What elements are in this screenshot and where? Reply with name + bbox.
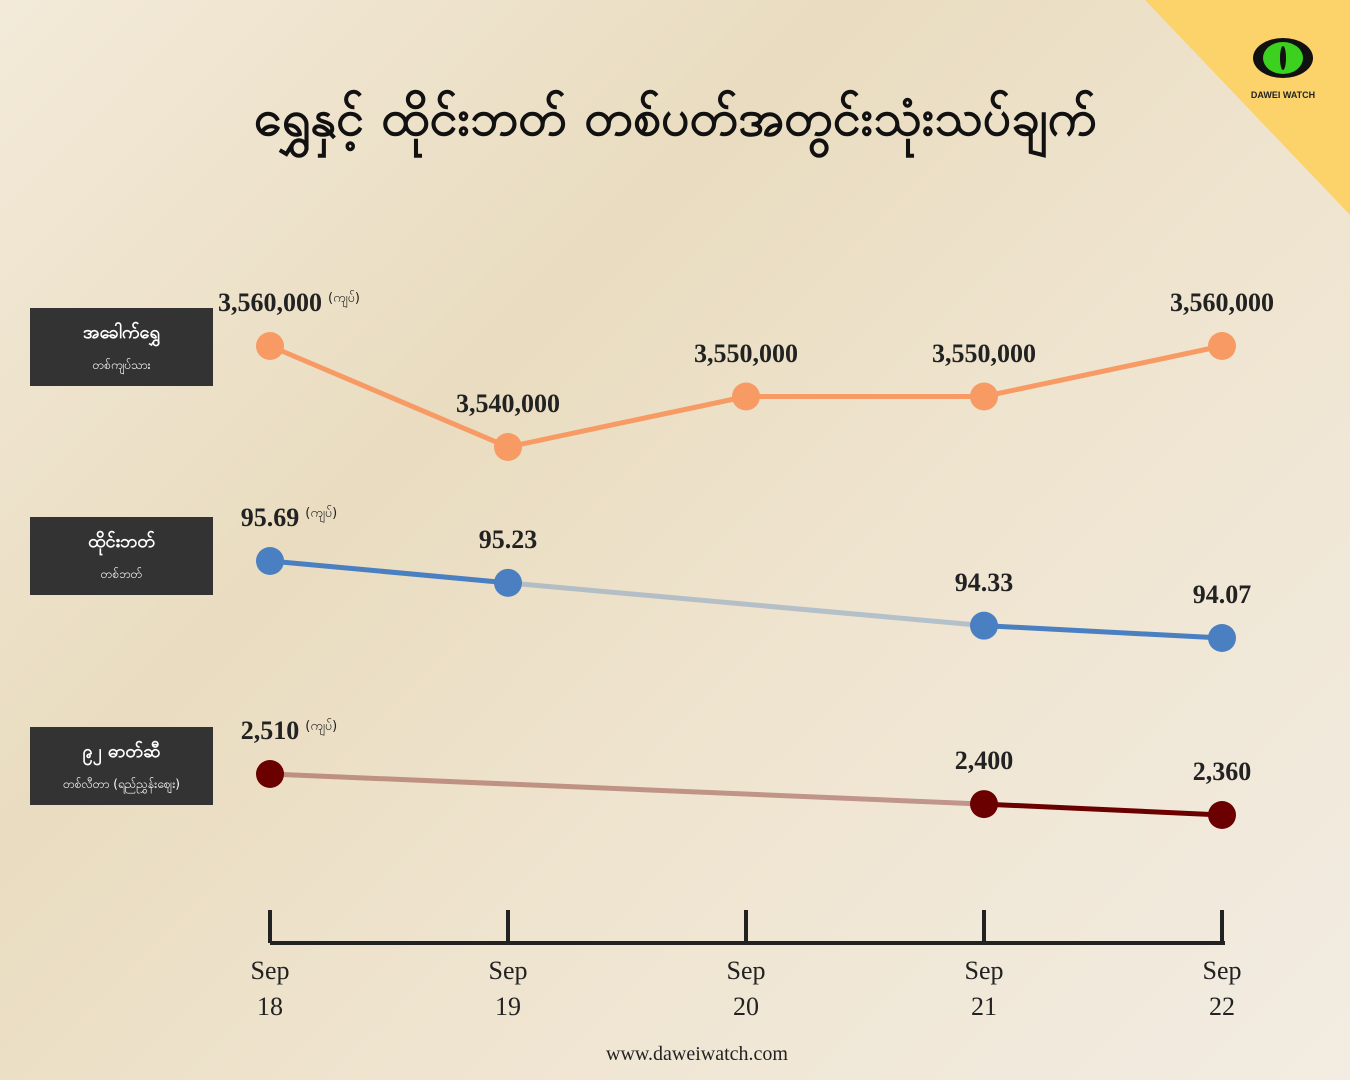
unit-label: (ကျပ်) xyxy=(328,291,360,306)
x-tick-label: Sep 18 xyxy=(250,956,290,1021)
data-point xyxy=(256,760,284,788)
data-point xyxy=(970,611,998,640)
corner xyxy=(1145,0,1350,215)
value-label: 3,550,000 xyxy=(932,338,1036,368)
series-subtitle: တစ်လီတာ (ရည်ညွှန်းဈေး) xyxy=(63,777,180,791)
logo-pupil xyxy=(1280,46,1286,70)
series-label: ထိုင်းဘတ်တစ်ဘတ် xyxy=(30,517,213,595)
value-label: 3,550,000 xyxy=(694,338,798,368)
data-point xyxy=(1208,801,1236,829)
gap-connector xyxy=(269,771,985,807)
data-point xyxy=(970,790,998,819)
data-point xyxy=(494,433,522,461)
value-label: 2,510 xyxy=(240,716,300,745)
x-tick-label: Sep 20 xyxy=(726,956,766,1021)
series-name: ထိုင်းဘတ် xyxy=(88,531,155,552)
series-subtitle: တစ်ကျပ်သား xyxy=(92,358,151,372)
data-point xyxy=(1208,332,1236,360)
series-line xyxy=(269,558,509,586)
logo-text: DAWEI WATCH xyxy=(1251,90,1315,100)
value-label: 2,360 xyxy=(1192,757,1252,786)
value-label: 3,560,000 xyxy=(218,288,322,317)
chart-title: ရွှေနှင့် ထိုင်းဘတ် တစ်ပတ်အတွင်းသုံးသပ်ခ… xyxy=(254,88,1097,159)
series-label: ၉၂ ဓာတ်ဆီတစ်လီတာ (ရည်ညွှန်းဈေး) xyxy=(30,727,213,805)
value-label: 94.33 xyxy=(954,567,1014,597)
series-label: အခေါက်ရွှေတစ်ကျပ်သား xyxy=(30,308,213,386)
x-tick-label: Sep 19 xyxy=(488,956,528,1021)
data-point xyxy=(494,568,522,597)
data-point xyxy=(732,382,760,411)
value-label: 95.23 xyxy=(478,524,538,554)
data-point xyxy=(970,382,998,411)
x-tick-label: Sep 21 xyxy=(964,956,1004,1021)
series-line xyxy=(983,801,1223,818)
data-point xyxy=(1208,624,1236,652)
x-tick-label: Sep 22 xyxy=(1202,956,1242,1021)
value-label: 3,560,000 xyxy=(1170,288,1274,317)
gap-connector xyxy=(507,580,985,629)
series-name: ၉၂ ဓာတ်ဆီ xyxy=(82,741,161,762)
footer: www.daweiwatch.com xyxy=(606,1043,788,1065)
value-label: 94.07 xyxy=(1192,580,1252,609)
series-name: အခေါက်ရွှေ xyxy=(83,322,160,343)
data-point xyxy=(256,332,284,360)
value-label: 95.69 xyxy=(240,503,300,532)
unit-label: (ကျပ်) xyxy=(305,719,338,734)
data-point xyxy=(256,547,284,575)
value-label: 2,400 xyxy=(954,746,1014,776)
series-line xyxy=(983,623,1223,641)
unit-label: (ကျပ်) xyxy=(305,506,338,521)
value-label: 3,540,000 xyxy=(456,389,560,418)
series-subtitle: တစ်ဘတ် xyxy=(100,567,143,581)
